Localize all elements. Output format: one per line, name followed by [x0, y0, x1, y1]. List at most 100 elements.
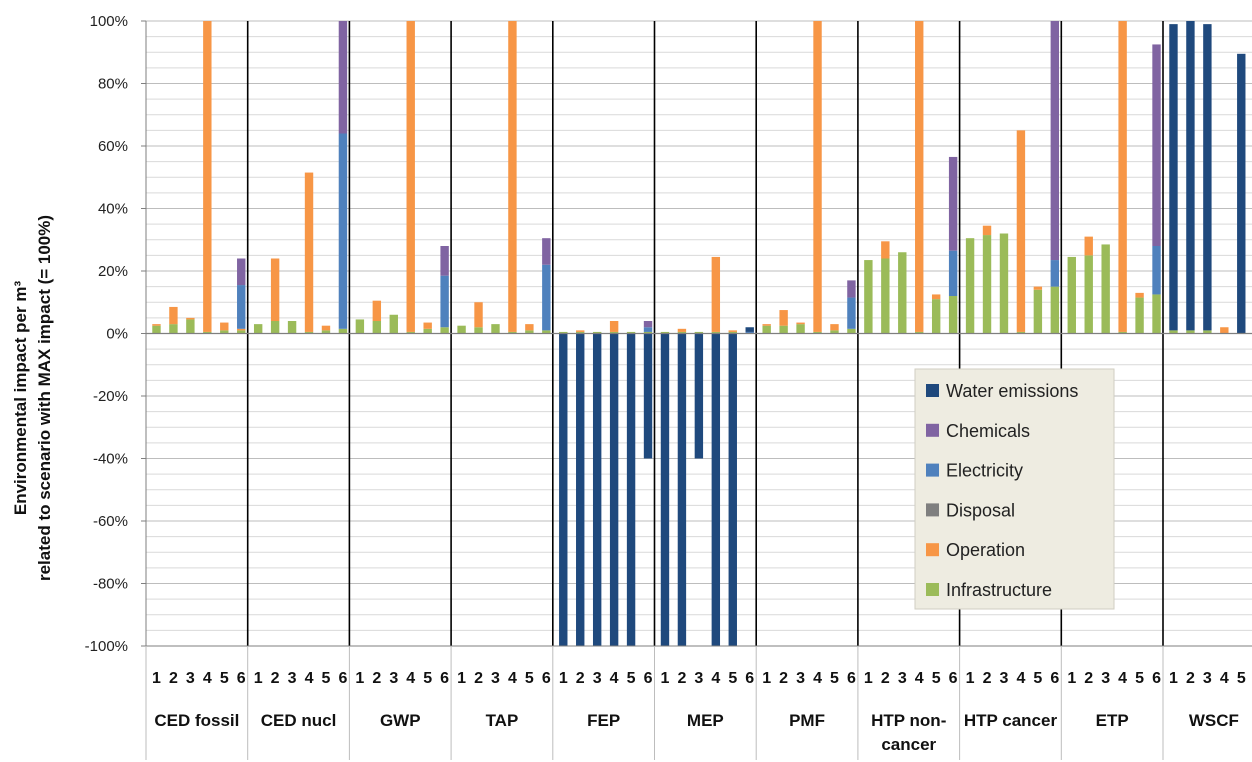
bar-segment-infrastructure: [796, 324, 805, 334]
scenario-label: 6: [1152, 670, 1161, 687]
bar-segment-infrastructure: [203, 331, 212, 334]
scenario-label: 4: [813, 670, 822, 687]
category-label: TAP: [486, 711, 519, 730]
scenario-label: 4: [305, 670, 314, 687]
scenario-label: 2: [576, 670, 585, 687]
bar-segment-electricity: [1152, 246, 1161, 295]
scenario-label: 6: [237, 670, 246, 687]
bar-segment-water-emissions: [609, 333, 619, 646]
scenario-label: 3: [898, 670, 907, 687]
bar-segment-electricity: [338, 133, 348, 329]
scenario-label: 4: [1016, 670, 1025, 687]
bar-segment-operation: [1016, 130, 1026, 332]
y-tick-label: -100%: [85, 638, 128, 655]
scenario-label: 1: [152, 670, 161, 687]
bar-segment-operation: [237, 328, 246, 331]
scenario-label: 6: [644, 670, 653, 687]
bar-segment-electricity: [745, 331, 754, 334]
scenario-label: 3: [186, 670, 195, 687]
bar-segment-infrastructure: [542, 330, 551, 334]
bar-segment-operation: [406, 21, 415, 332]
y-tick-label: 0%: [106, 326, 128, 343]
bar-segment-water-emissions: [677, 333, 687, 646]
bar-segment-operation: [881, 241, 890, 259]
y-tick-label: 40%: [98, 201, 128, 218]
bar-segment-infrastructure: [237, 330, 246, 334]
scenario-label: 4: [508, 670, 517, 687]
bar-segment-operation: [203, 21, 212, 332]
bar-segment-operation: [609, 321, 619, 332]
bar-segment-water-emissions: [559, 333, 568, 646]
scenario-label: 5: [322, 670, 331, 687]
bar-segment-chemicals: [643, 321, 653, 328]
bar-segment-operation: [1135, 292, 1144, 298]
bar-segment-water-emissions: [728, 333, 737, 646]
bar-segment-infrastructure: [864, 260, 873, 334]
bar-segment-infrastructure: [186, 319, 195, 334]
bar-segment-operation: [796, 322, 805, 325]
bar-segment-infrastructure: [1016, 331, 1026, 334]
bar-segment-infrastructure: [948, 296, 958, 334]
bar-segment-infrastructure: [1118, 331, 1127, 334]
bar-segment-operation: [1033, 286, 1043, 290]
bar-segment-operation: [270, 258, 280, 321]
scenario-label: 3: [796, 670, 805, 687]
bar-segment-infrastructure: [762, 325, 771, 334]
bar-segment-operation: [186, 317, 195, 320]
scenario-label: 1: [1067, 670, 1076, 687]
legend-swatch: [926, 583, 939, 596]
category-label: FEP: [587, 711, 620, 730]
bar-segment-infrastructure: [898, 252, 907, 334]
bar-segment-chemicals: [237, 258, 246, 286]
bar-segment-chemicals: [542, 238, 551, 265]
bar-segment-infrastructure: [813, 331, 822, 334]
y-tick-label: -40%: [93, 451, 128, 468]
scenario-label: 5: [1033, 670, 1042, 687]
category-label: MEP: [687, 711, 724, 730]
bar-segment-operation: [304, 172, 314, 332]
bar-segment-infrastructure: [915, 331, 924, 334]
legend-swatch: [926, 463, 939, 477]
legend-label: Disposal: [946, 500, 1015, 520]
bar-segment-operation: [1220, 327, 1229, 334]
scenario-label: 1: [1169, 670, 1178, 687]
bar-segment-infrastructure: [830, 330, 839, 334]
bar-segment-infrastructure: [999, 233, 1009, 334]
bar-segment-operation: [931, 294, 941, 300]
bar-segment-infrastructure: [609, 331, 619, 334]
bar-segment-operation: [321, 325, 331, 331]
scenario-label: 1: [762, 670, 771, 687]
y-tick-label: 20%: [98, 263, 128, 280]
bar-segment-water-emissions: [711, 333, 721, 646]
scenario-label: 5: [1237, 670, 1246, 687]
scenario-label: 3: [593, 670, 602, 687]
bar-segment-infrastructure: [253, 324, 263, 334]
bar-segment-electricity: [237, 285, 246, 329]
scenario-label: 3: [491, 670, 500, 687]
bar-segment-operation: [423, 322, 432, 329]
bar-segment-infrastructure: [152, 325, 161, 334]
category-label: WSCF: [1189, 711, 1239, 730]
bar-segment-operation: [677, 328, 687, 332]
bar-segment-water-emissions: [626, 333, 636, 646]
y-axis-label-line2: related to scenario with MAX impact (= 1…: [35, 215, 54, 581]
scenario-label: 5: [220, 670, 229, 687]
bar-segment-infrastructure: [474, 327, 483, 334]
scenario-label: 6: [542, 670, 551, 687]
bar-segment-water-emissions: [745, 327, 754, 332]
bar-segment-infrastructure: [1084, 255, 1093, 334]
scenario-label: 2: [677, 670, 686, 687]
category-label: GWP: [380, 711, 421, 730]
scenario-label: 1: [559, 670, 568, 687]
legend-swatch: [926, 503, 939, 517]
legend: Water emissions Chemicals Electricity Dispo…: [914, 368, 1115, 610]
scenario-label: 5: [830, 670, 839, 687]
bar-segment-infrastructure: [694, 331, 704, 334]
bar-segment-chemicals: [1050, 21, 1060, 261]
scenario-label: 4: [711, 670, 720, 687]
bar-segment-infrastructure: [355, 319, 365, 334]
bar-segment-infrastructure: [338, 328, 348, 334]
legend-swatch: [926, 423, 939, 437]
y-tick-label: -20%: [93, 388, 128, 405]
